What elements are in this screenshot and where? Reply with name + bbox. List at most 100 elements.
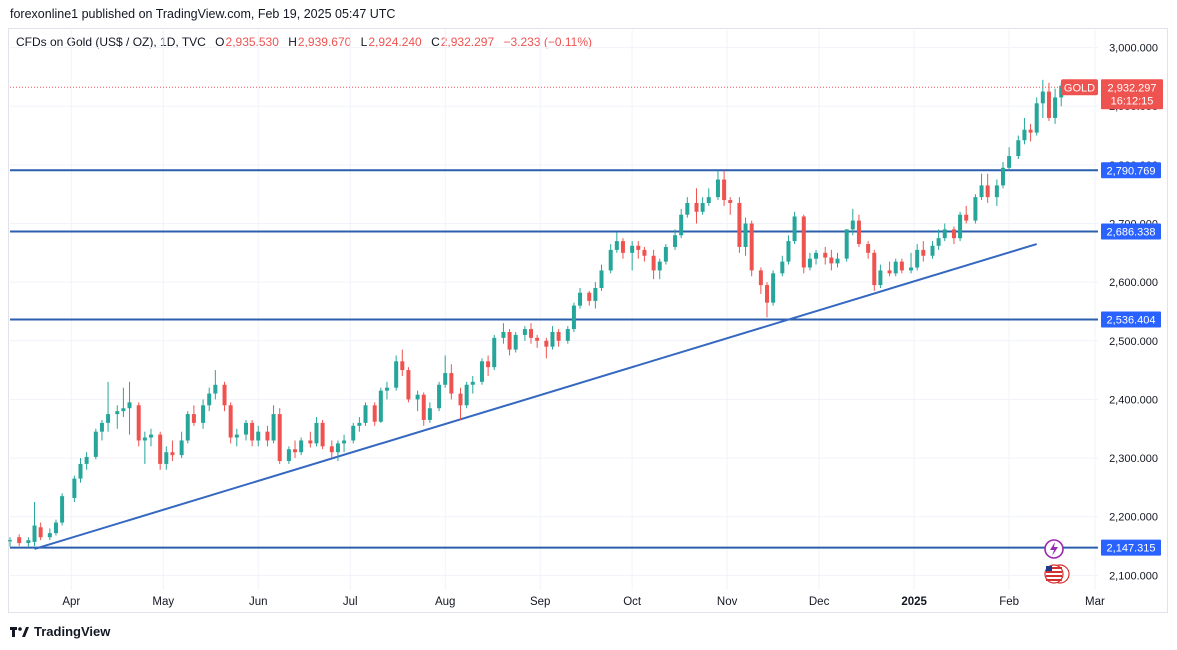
y-tick-label: 3,000.000 xyxy=(1109,43,1158,55)
flag-canton xyxy=(1046,566,1052,571)
candle-body xyxy=(951,229,956,239)
candle-body xyxy=(872,252,877,286)
candle-body xyxy=(449,373,454,394)
candle-body xyxy=(415,394,420,400)
candle-body xyxy=(722,179,727,201)
candle-body xyxy=(293,449,298,453)
candle-body xyxy=(630,245,635,253)
level-label-bg xyxy=(1101,539,1161,556)
candle-body xyxy=(84,456,89,464)
candle-body xyxy=(958,214,963,239)
candle-body xyxy=(749,223,754,271)
candle-body xyxy=(780,261,785,274)
candle-body xyxy=(866,244,871,253)
candle-body xyxy=(99,422,104,432)
high-label: H xyxy=(288,35,297,49)
candle-body xyxy=(565,329,570,341)
candle-body xyxy=(979,185,984,198)
candle-body xyxy=(792,216,797,242)
us-flag-icon[interactable] xyxy=(1044,564,1070,584)
candle-body xyxy=(148,434,153,438)
tradingview-logo-icon xyxy=(10,626,29,637)
candle-body xyxy=(1028,129,1033,133)
flag-stripe xyxy=(1046,575,1062,577)
trendline xyxy=(34,243,1037,550)
candle-body xyxy=(378,390,383,422)
candle-body xyxy=(394,361,399,388)
candle-body xyxy=(930,245,935,256)
candle-body xyxy=(320,422,325,447)
brand-label: TradingView xyxy=(34,624,111,639)
symbol-tag: GOLD xyxy=(1064,82,1095,94)
candle-body xyxy=(706,197,711,203)
candle-body xyxy=(427,408,432,420)
candle-body xyxy=(164,452,169,464)
candle-body xyxy=(973,197,978,221)
candle-body xyxy=(372,405,377,422)
candle-body xyxy=(357,422,362,426)
x-tick-label: Feb xyxy=(999,596,1019,608)
candle-body xyxy=(479,361,484,382)
y-tick-label: 2,300.000 xyxy=(1109,453,1158,465)
candle-body xyxy=(1046,91,1051,118)
x-tick-label: Sep xyxy=(530,596,550,608)
candle-body xyxy=(513,334,518,350)
y-tick-label: 2,400.000 xyxy=(1109,394,1158,406)
lightning-icon[interactable] xyxy=(1044,539,1064,559)
candle-body xyxy=(587,292,592,301)
candle-body xyxy=(593,288,598,301)
candle-body xyxy=(228,405,233,438)
candle-body xyxy=(942,229,947,239)
candle-body xyxy=(663,246,668,262)
candle-body xyxy=(286,449,291,461)
x-tick-label: May xyxy=(152,596,174,608)
candle-body xyxy=(250,422,255,441)
candles-group xyxy=(8,79,1067,548)
level-label: 2,790.769 xyxy=(1107,165,1156,177)
candle-body xyxy=(893,261,898,274)
candle-body xyxy=(106,414,111,423)
candle-body xyxy=(529,329,534,338)
candle-body xyxy=(1007,156,1012,168)
candle-body xyxy=(201,405,206,423)
candle-body xyxy=(614,241,619,250)
candle-body xyxy=(599,270,604,289)
candle-body xyxy=(700,202,705,212)
candle-body xyxy=(363,405,368,423)
candle-body xyxy=(60,496,65,523)
candle-body xyxy=(421,394,426,420)
close-label: C xyxy=(431,35,440,49)
candle-body xyxy=(786,241,791,262)
event-icons xyxy=(1044,539,1070,584)
x-tick-label: Apr xyxy=(62,596,80,608)
candle-body xyxy=(651,255,656,271)
candle-body xyxy=(243,422,248,435)
candle-body xyxy=(921,249,926,256)
flag-stripe xyxy=(1046,571,1062,573)
y-tick-label: 2,100.000 xyxy=(1109,570,1158,582)
candle-body xyxy=(277,414,282,461)
candle-body xyxy=(728,200,733,203)
candle-body xyxy=(170,452,175,456)
candle-body xyxy=(72,478,77,498)
candle-body xyxy=(758,270,763,286)
change-value: −3.233 (−0.11%) xyxy=(503,35,592,49)
candle-body xyxy=(458,393,463,406)
candle-body xyxy=(685,202,690,215)
level-label: 2,686.338 xyxy=(1107,227,1156,239)
tradingview-brand[interactable]: TradingView xyxy=(10,624,110,639)
y-tick-label: 2,600.000 xyxy=(1109,277,1158,289)
candle-body xyxy=(535,337,540,341)
candle-body xyxy=(384,387,389,391)
candle-body xyxy=(335,443,340,453)
candle-body xyxy=(620,241,625,253)
candle-body xyxy=(342,440,347,444)
x-tick-label: Jun xyxy=(249,596,268,608)
candle-body xyxy=(578,292,583,306)
candle-body xyxy=(207,393,212,406)
candle-body xyxy=(679,214,684,236)
candle-body xyxy=(544,340,549,347)
candle-body xyxy=(437,384,442,409)
candle-body xyxy=(8,540,12,542)
